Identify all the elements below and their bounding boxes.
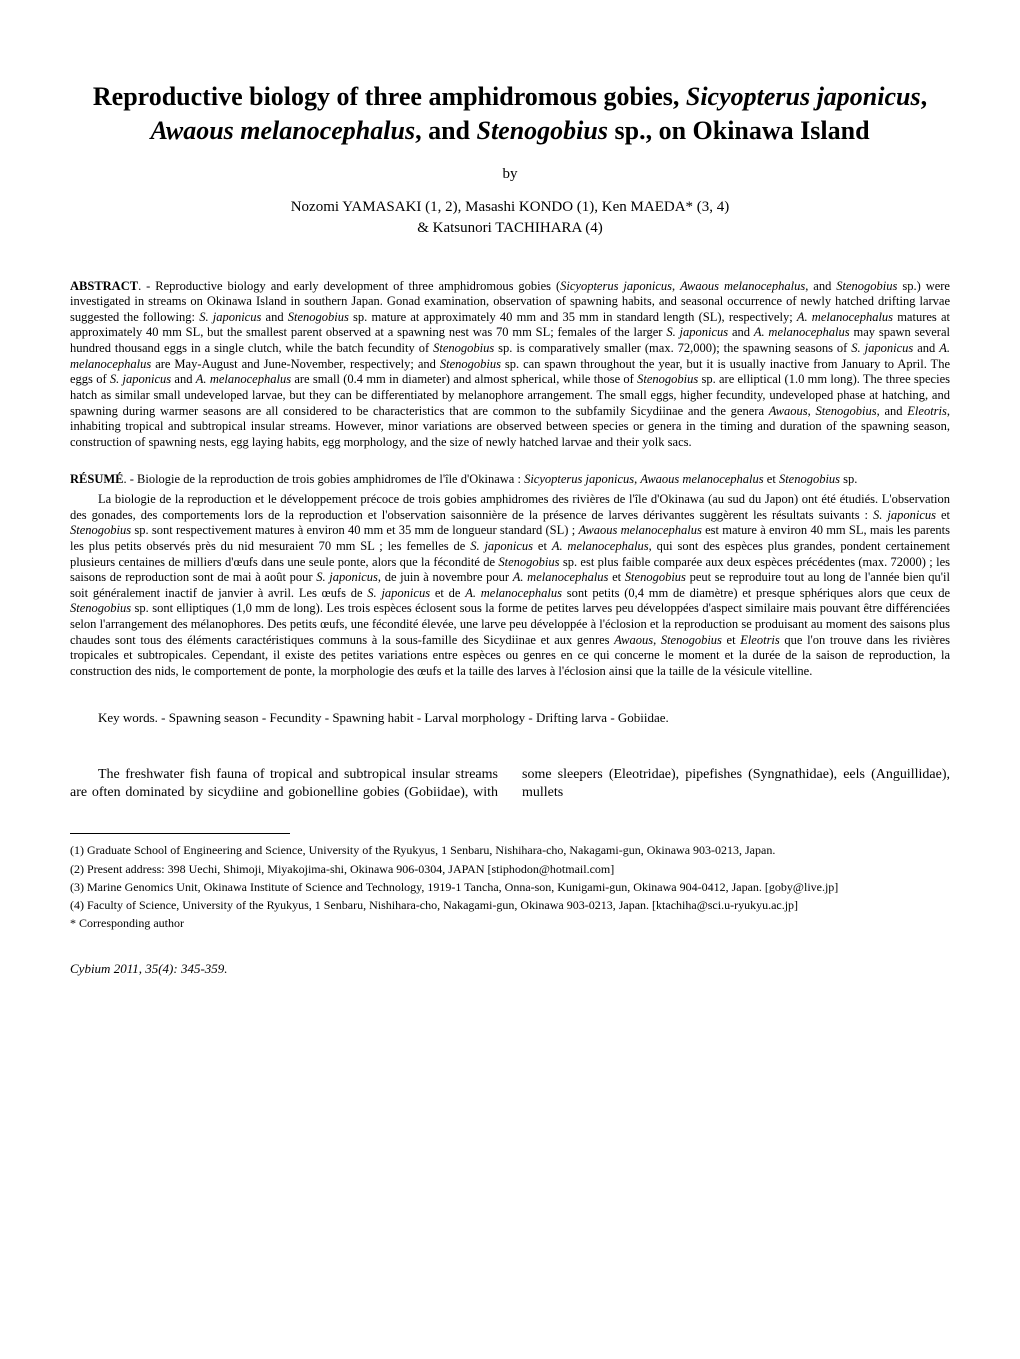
keywords: Key words. - Spawning season - Fecundity… xyxy=(70,710,950,726)
abstract-label: ABSTRACT xyxy=(70,279,138,293)
affiliation-3: (3) Marine Genomics Unit, Okinawa Instit… xyxy=(70,879,950,895)
body-columns: The freshwater fish fauna of tropical an… xyxy=(70,766,950,804)
byline: by xyxy=(70,166,950,183)
journal-footer: Cybium 2011, 35(4): 345-359. xyxy=(70,961,950,977)
body-paragraph: The freshwater fish fauna of tropical an… xyxy=(70,766,950,804)
resume-label: RÉSUMÉ xyxy=(70,472,123,486)
abstract-text: . - Reproductive biology and early devel… xyxy=(70,279,950,449)
paper-title: Reproductive biology of three amphidromo… xyxy=(70,80,950,148)
resume-section: RÉSUMÉ. - Biologie de la reproduction de… xyxy=(70,472,950,679)
resume-body: La biologie de la reproduction et le dév… xyxy=(70,492,950,680)
resume-title: . - Biologie de la reproduction de trois… xyxy=(123,472,857,486)
authors: Nozomi YAMASAKI (1, 2), Masashi KONDO (1… xyxy=(70,197,950,239)
affiliation-1: (1) Graduate School of Engineering and S… xyxy=(70,842,950,858)
corresponding-author: * Corresponding author xyxy=(70,915,950,931)
affiliation-4: (4) Faculty of Science, University of th… xyxy=(70,897,950,913)
footnote-rule xyxy=(70,833,290,834)
abstract-section: ABSTRACT. - Reproductive biology and ear… xyxy=(70,279,950,451)
affiliation-2: (2) Present address: 398 Uechi, Shimoji,… xyxy=(70,861,950,877)
affiliations: (1) Graduate School of Engineering and S… xyxy=(70,842,950,931)
